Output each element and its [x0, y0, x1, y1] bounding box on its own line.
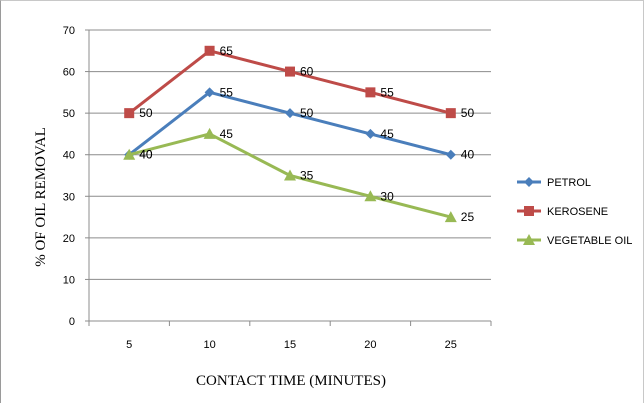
legend-label-petrol: PETROL: [547, 177, 591, 189]
x-tick-label-25: 25: [445, 339, 457, 351]
y-tick-label-30: 30: [63, 191, 75, 203]
data-point-kerosene-20: [365, 87, 376, 98]
data-point-kerosene-25: [445, 108, 456, 119]
data-label-petrol-5: 40: [139, 148, 153, 162]
data-point-vegetable-oil-20: [364, 190, 377, 202]
y-tick-label-40: 40: [63, 150, 75, 162]
data-label-kerosene-10: 65: [220, 44, 234, 58]
data-point-kerosene-15: [285, 66, 295, 77]
data-label-vegetable-oil-25: 25: [461, 210, 475, 224]
data-point-vegetable-oil-5: [123, 148, 136, 160]
y-tick-label-50: 50: [63, 108, 75, 120]
series-lines: [123, 45, 457, 223]
y-axis-title: % OF OIL REMOVAL: [33, 127, 49, 267]
x-tick-label-15: 15: [284, 339, 296, 351]
legend-marker-kerosene: [524, 206, 534, 216]
data-label-petrol-25: 40: [461, 148, 475, 162]
x-tick-label-10: 10: [203, 339, 215, 351]
data-point-kerosene-5: [124, 108, 135, 119]
series-line-kerosene: [128, 49, 452, 115]
y-tick-label-0: 0: [69, 316, 75, 328]
data-label-kerosene-15: 60: [300, 65, 314, 79]
data-label-kerosene-25: 50: [461, 106, 475, 120]
data-point-kerosene-10: [204, 45, 215, 56]
data-point-petrol-20: [365, 128, 376, 139]
data-label-vegetable-oil-15: 35: [300, 169, 314, 183]
data-point-vegetable-oil-15: [284, 169, 296, 181]
data-label-vegetable-oil-10: 45: [220, 127, 234, 141]
legend-label-kerosene: KEROSENE: [547, 206, 608, 218]
data-label-vegetable-oil-20: 30: [380, 189, 394, 203]
data-point-petrol-10: [204, 87, 215, 98]
legend: PETROL KEROSENE VEGETABLE OIL: [517, 177, 632, 247]
legend-label-vegetable-oil: VEGETABLE OIL: [547, 235, 632, 247]
data-label-vegetable-oil-5: 40: [139, 148, 153, 162]
x-tick-label-20: 20: [364, 339, 376, 351]
y-tick-label-60: 60: [63, 67, 75, 79]
data-point-petrol-25: [445, 149, 456, 160]
y-tick-label-70: 70: [63, 25, 75, 37]
y-tick-labels: 0 10 20 30 40 50 60 70: [63, 25, 75, 328]
y-tick-label-20: 20: [63, 233, 75, 245]
axes: [85, 29, 492, 326]
data-label-kerosene-5: 50: [139, 106, 153, 120]
data-label-petrol-20: 45: [380, 127, 394, 141]
x-axis-title: CONTACT TIME (MINUTES): [196, 373, 386, 389]
data-label-kerosene-20: 55: [380, 85, 394, 99]
data-point-petrol-15: [285, 108, 295, 119]
data-point-vegetable-oil-25: [444, 211, 457, 223]
data-point-vegetable-oil-10: [203, 127, 216, 139]
legend-marker-vegetable-oil: [523, 234, 535, 245]
data-label-petrol-15: 50: [300, 106, 314, 120]
y-tick-label-10: 10: [63, 274, 75, 286]
x-tick-label-5: 5: [126, 339, 132, 351]
legend-marker-petrol: [524, 177, 534, 187]
x-tick-labels: 5 10 15 20 25: [126, 339, 457, 351]
data-label-petrol-10: 55: [220, 85, 234, 99]
